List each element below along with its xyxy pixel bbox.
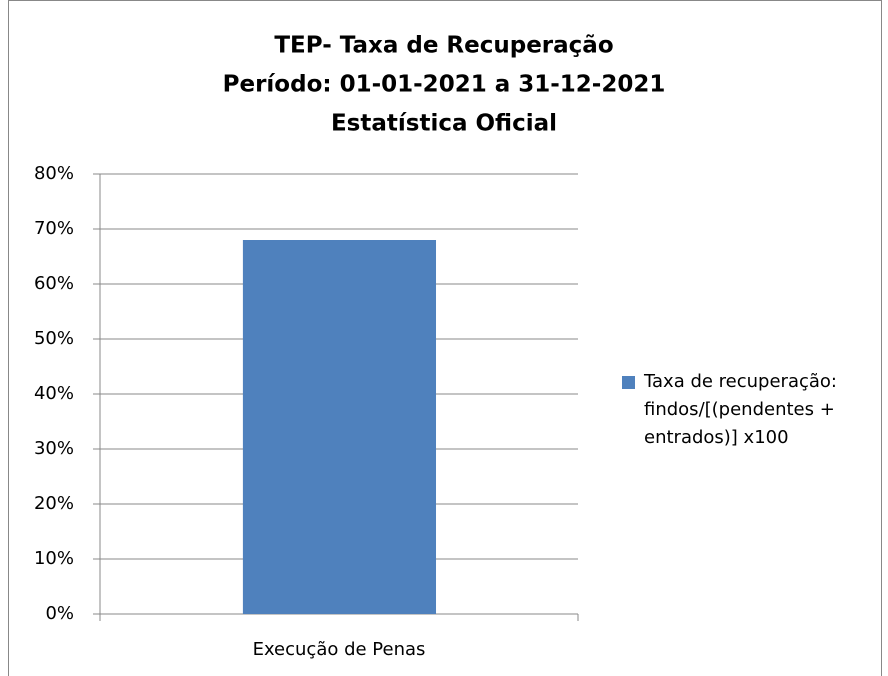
chart-title: TEP- Taxa de Recuperação (274, 33, 613, 59)
bar (242, 240, 437, 614)
chart-title: Período: 01-01-2021 a 31-12-2021 (223, 72, 666, 98)
y-tick-label: 70% (34, 218, 74, 239)
chart-title: Estatística Oficial (331, 111, 557, 137)
y-tick-label: 30% (34, 438, 74, 459)
y-tick-label: 10% (34, 548, 74, 569)
y-tick-label: 0% (45, 603, 74, 624)
legend-swatch (622, 376, 635, 389)
y-tick-label: 80% (34, 163, 74, 184)
y-tick-label: 60% (34, 273, 74, 294)
y-tick-label: 20% (34, 493, 74, 514)
legend-label: Taxa de recuperação: findos/[(pendentes … (644, 371, 837, 448)
x-tick-label: Execução de Penas (253, 639, 426, 660)
chart-frame (8, 0, 882, 676)
y-tick-label: 50% (34, 328, 74, 349)
y-tick-label: 40% (34, 383, 74, 404)
